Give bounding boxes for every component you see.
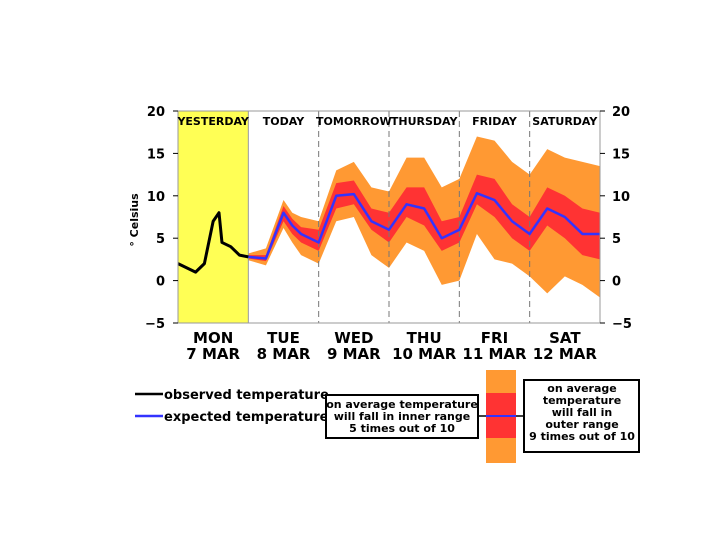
- day-date-label: 12 MAR: [533, 345, 598, 363]
- y-tick-label-right: 15: [612, 147, 630, 162]
- legend-outer-note-box: [523, 379, 640, 453]
- legend-expected-label: expected temperature: [164, 410, 329, 425]
- yesterday-highlight: [178, 111, 249, 323]
- legend-outer-note-line3: will fall in: [552, 406, 612, 419]
- period-label: THURSDAY: [391, 115, 459, 128]
- day-date-label: 11 MAR: [462, 345, 527, 363]
- day-date-label: 8 MAR: [257, 345, 311, 363]
- y-tick-label-right: 10: [612, 190, 630, 205]
- day-date-label: 7 MAR: [186, 345, 240, 363]
- day-date-label: 10 MAR: [392, 345, 457, 363]
- observed-temperature-line: [177, 211, 249, 274]
- legend-inner-note-line2: will fall in inner range: [334, 410, 470, 423]
- y-axis-label: ° Celsius: [128, 193, 141, 247]
- y-tick-label-right: −5: [612, 317, 632, 332]
- legend: observed temperature expected temperatur…: [135, 370, 640, 463]
- y-tick-label-right: 0: [612, 275, 621, 290]
- y-tick-label-left: 20: [147, 105, 165, 120]
- day-weekday-label: MON: [193, 329, 233, 347]
- day-weekday-label: SAT: [549, 329, 581, 347]
- day-weekday-label: WED: [334, 329, 373, 347]
- y-tick-label-right: 5: [612, 232, 621, 247]
- y-tick-label-left: 10: [147, 190, 165, 205]
- day-weekday-label: FRI: [481, 329, 508, 347]
- y-tick-label-left: 0: [156, 275, 165, 290]
- legend-outer-note-line2: temperature: [543, 394, 621, 407]
- expected-temperature-line: [248, 192, 600, 260]
- plot-frame: [177, 110, 601, 324]
- legend-observed-label: observed temperature: [164, 388, 329, 403]
- day-weekday-label: TUE: [267, 329, 300, 347]
- period-label: FRIDAY: [472, 115, 518, 128]
- y-tick-label-left: −5: [145, 317, 165, 332]
- day-date-label: 9 MAR: [327, 345, 381, 363]
- legend-outer-note-line1: on average: [547, 382, 616, 395]
- period-label: YESTERDAY: [176, 115, 249, 128]
- day-weekday-label: THU: [407, 329, 442, 347]
- period-label: TOMORROW: [316, 115, 392, 128]
- legend-inner-note-line1: on average temperature: [326, 398, 478, 411]
- period-label: SATURDAY: [532, 115, 598, 128]
- legend-outer-note-line5: 9 times out of 10: [529, 430, 635, 443]
- legend-inner-note-box: [325, 394, 479, 439]
- legend-outer-note-line4: outer range: [545, 418, 618, 431]
- legend-inner-note-line3: 5 times out of 10: [349, 422, 455, 435]
- y-tick-label-left: 15: [147, 147, 165, 162]
- period-label: TODAY: [263, 115, 305, 128]
- y-tick-label-left: 5: [156, 232, 165, 247]
- y-tick-label-right: 20: [612, 105, 630, 120]
